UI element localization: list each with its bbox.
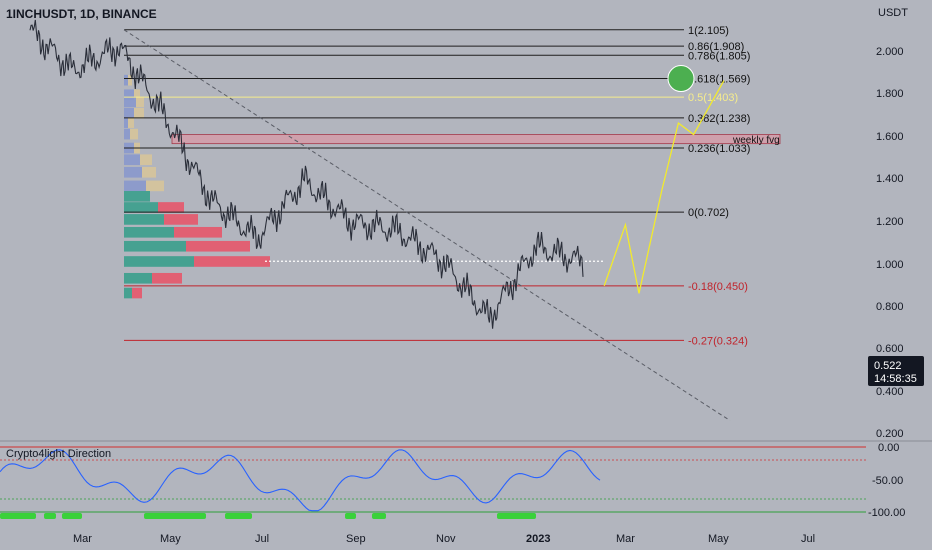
weekly-fvg-label: weekly fvg bbox=[732, 135, 780, 146]
price-axis-tick: 1.600 bbox=[876, 131, 904, 143]
time-axis-label: Mar bbox=[73, 533, 92, 545]
volume-profile-bar bbox=[134, 107, 144, 119]
price-axis-tick: 0.400 bbox=[876, 386, 904, 398]
volume-profile-bar bbox=[186, 240, 250, 252]
time-axis-label: Sep bbox=[346, 533, 366, 545]
volume-profile-bar bbox=[146, 180, 164, 192]
price-axis-tick: 0.800 bbox=[876, 301, 904, 313]
symbol-title: 1INCHUSDT, 1D, BINANCE bbox=[6, 7, 157, 21]
time-axis-label: Mar bbox=[616, 533, 635, 545]
volume-profile-bar bbox=[128, 74, 132, 86]
volume-profile-bar bbox=[158, 202, 184, 213]
volume-profile-bar bbox=[124, 107, 134, 119]
volume-profile-bar bbox=[124, 128, 130, 140]
fib-level-label: -0.18(0.450) bbox=[688, 281, 748, 293]
price-axis-tick: 1.200 bbox=[876, 216, 904, 228]
volume-profile-bar bbox=[124, 74, 128, 86]
volume-profile-bar bbox=[124, 272, 152, 284]
indicator-signal-mark bbox=[225, 513, 252, 519]
volume-profile-bar bbox=[124, 166, 142, 178]
weekly-fvg-zone[interactable] bbox=[171, 134, 781, 145]
volume-profile-bar bbox=[130, 128, 138, 140]
price-axis-tick: 1.400 bbox=[876, 173, 904, 185]
indicator-signal-mark bbox=[44, 513, 56, 519]
price-axis-tick: 1.800 bbox=[876, 88, 904, 100]
fib-level-label: -0.27(0.324) bbox=[688, 335, 748, 347]
volume-profile-bar bbox=[124, 287, 132, 299]
volume-profile-bar bbox=[132, 287, 142, 299]
volume-profile-bar bbox=[124, 240, 186, 252]
volume-profile-bar bbox=[124, 154, 140, 166]
price-axis[interactable]: USDT 2.000 1.800 1.600 1.400 1.200 1.000… bbox=[868, 7, 924, 440]
fib-level-label: 1(2.105) bbox=[688, 25, 729, 37]
volume-profile-bar bbox=[136, 96, 144, 108]
indicator-signal-mark bbox=[144, 513, 206, 519]
descending-trendline[interactable] bbox=[123, 29, 731, 421]
current-price-tag[interactable]: 0.522 14:58:35 bbox=[868, 356, 924, 386]
volume-profile-bar bbox=[134, 89, 140, 101]
countdown-label: 14:58:35 bbox=[874, 373, 917, 385]
indicator-axis-tick: -100.00 bbox=[868, 507, 905, 519]
fib-level-label: 0.618(1.569) bbox=[688, 74, 750, 86]
time-axis-label: Jul bbox=[255, 533, 269, 545]
volume-profile-bar bbox=[140, 154, 152, 166]
time-axis-label: May bbox=[708, 533, 729, 545]
volume-profile-bar bbox=[124, 89, 134, 101]
indicator-signal-marks bbox=[0, 513, 536, 519]
fibonacci-levels[interactable]: 1(2.105) 0.86(1.908)0.786(1.805) 0.618(1.5… bbox=[124, 25, 750, 348]
volume-profile-bar bbox=[124, 202, 158, 213]
fib-level-label: 0.86(1.908) bbox=[688, 41, 744, 53]
indicator-signal-mark bbox=[345, 513, 356, 519]
indicator-name: Crypto4light Direction bbox=[6, 448, 111, 460]
time-axis-label: 2023 bbox=[526, 533, 550, 545]
current-price-label: 0.522 bbox=[874, 360, 902, 372]
time-axis-label: Jul bbox=[801, 533, 815, 545]
volume-profile-bar bbox=[128, 117, 134, 128]
fib-level-label: 0.5(1.403) bbox=[688, 92, 738, 104]
fib-level-label: 0.236(1.033) bbox=[688, 143, 750, 155]
volume-profile-bar bbox=[164, 214, 198, 225]
indicator-line bbox=[0, 449, 601, 512]
volume-profile-bar bbox=[124, 256, 194, 267]
target-marker[interactable] bbox=[667, 65, 695, 93]
time-axis-label: Nov bbox=[436, 533, 456, 545]
time-axis[interactable]: Mar May Jul Sep Nov 2023 Mar May Jul bbox=[73, 533, 815, 545]
indicator-signal-mark bbox=[62, 513, 82, 519]
price-pane[interactable]: weekly fvg 1(2.105) 0.86(1.908)0.786(1.80… bbox=[6, 7, 781, 421]
volume-profile-bar bbox=[194, 256, 270, 267]
volume-profile-bar bbox=[124, 180, 146, 192]
volume-profile-bar bbox=[124, 214, 164, 225]
price-axis-tick: 2.000 bbox=[876, 46, 904, 58]
fib-level-label: 0(0.702) bbox=[688, 207, 729, 219]
indicator-axis-tick: 0.00 bbox=[878, 442, 899, 454]
volume-profile bbox=[124, 74, 270, 299]
volume-profile-bar bbox=[124, 117, 128, 128]
time-axis-label: May bbox=[160, 533, 181, 545]
indicator-signal-mark bbox=[0, 513, 36, 519]
price-series-line bbox=[29, 19, 584, 329]
price-axis-tick: 0.200 bbox=[876, 428, 904, 440]
fib-level-label: 0.382(1.238) bbox=[688, 113, 750, 125]
volume-profile-bar bbox=[174, 226, 222, 238]
volume-profile-bar bbox=[124, 226, 174, 238]
fib-level-label: 0.786(1.805) bbox=[688, 50, 750, 62]
indicator-signal-mark bbox=[497, 513, 536, 519]
price-axis-unit: USDT bbox=[878, 7, 908, 19]
projection-path[interactable] bbox=[603, 80, 725, 294]
price-axis-tick: 0.600 bbox=[876, 343, 904, 355]
volume-profile-bar bbox=[142, 166, 156, 178]
volume-profile-bar bbox=[124, 96, 136, 108]
indicator-axis-tick: -50.00 bbox=[872, 475, 903, 487]
volume-profile-bar bbox=[152, 272, 182, 284]
price-tag-box bbox=[868, 356, 924, 386]
indicator-signal-mark bbox=[372, 513, 386, 519]
volume-profile-bar bbox=[124, 191, 150, 202]
price-axis-tick: 1.000 bbox=[876, 259, 904, 271]
indicator-pane[interactable]: Crypto4light Direction 0.00 -50.00 -100.… bbox=[0, 440, 932, 519]
